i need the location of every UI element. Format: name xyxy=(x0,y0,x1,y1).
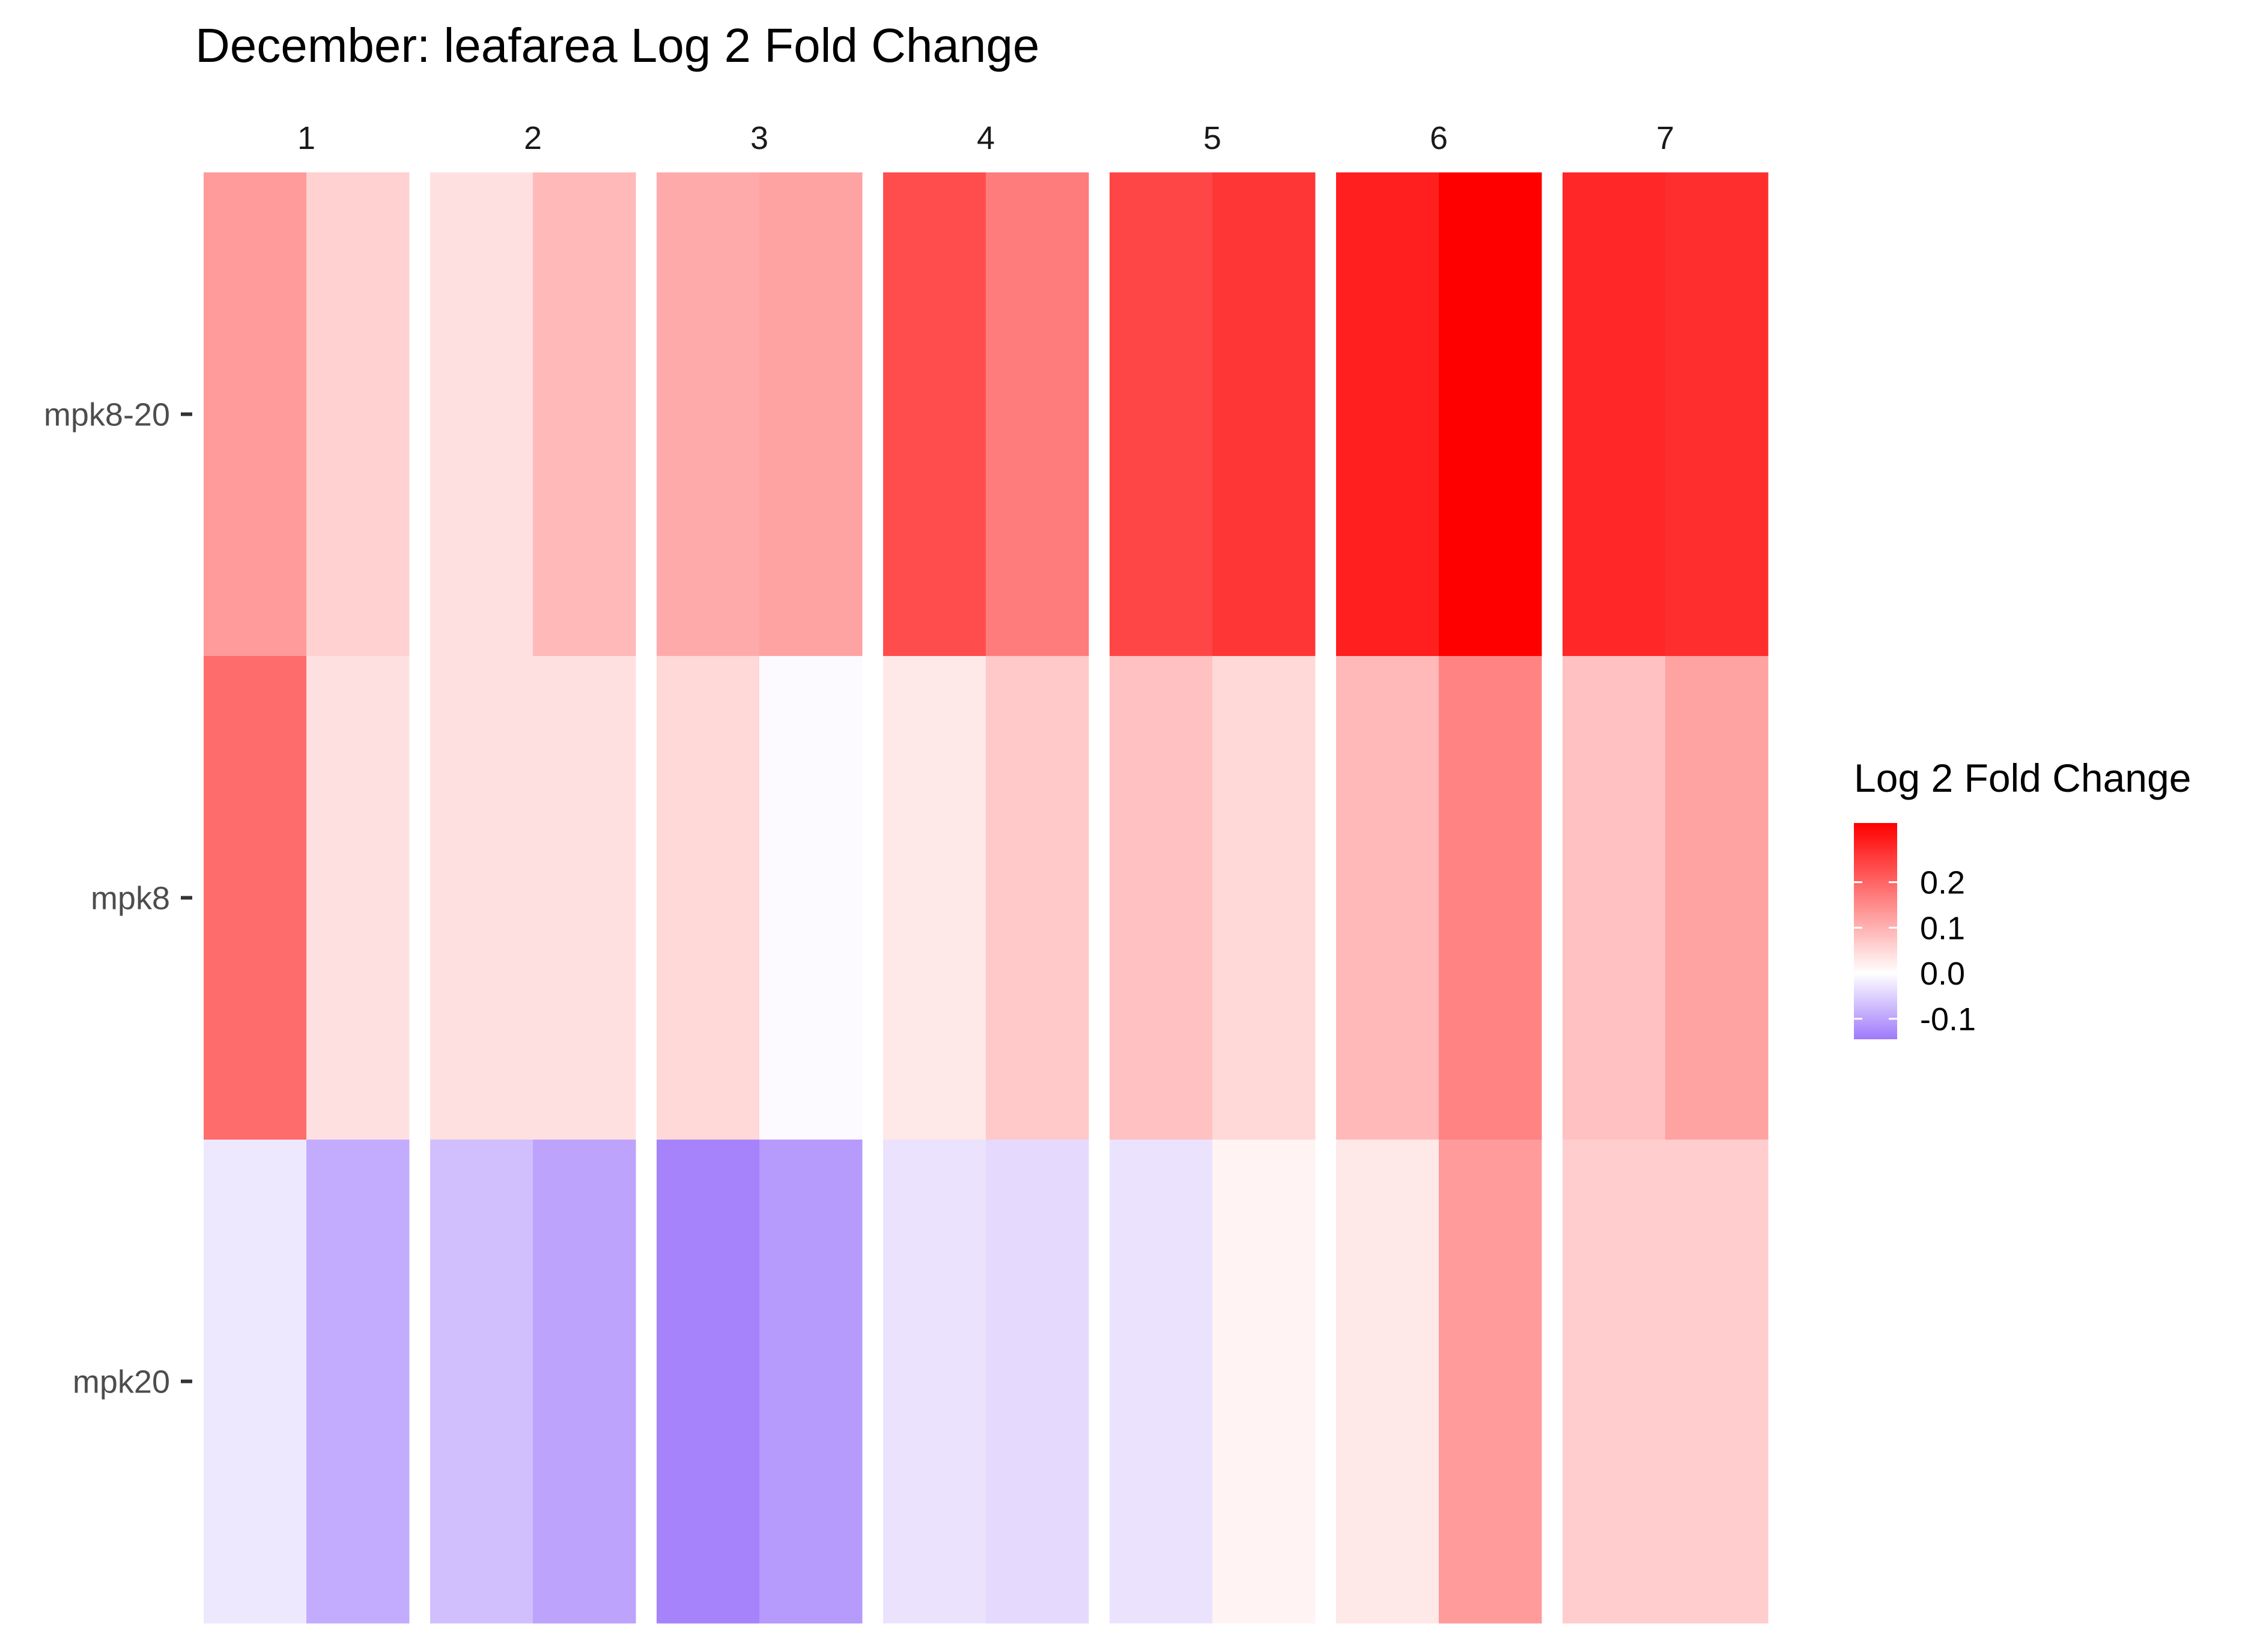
heatmap-cell-mpk20-1-2 xyxy=(306,1140,410,1624)
heatmap-cell-mpk8-20-5-1 xyxy=(1110,172,1213,657)
heatmap-cell-mpk8-20-2-1 xyxy=(430,172,533,657)
heatmap-cell-mpk8-20-7-2 xyxy=(1665,172,1769,657)
heatmap-cell-mpk8-1-1 xyxy=(204,656,307,1140)
heatmap-cell-mpk8-1-2 xyxy=(306,656,410,1140)
heatmap-cell-mpk8-20-4-2 xyxy=(986,172,1089,657)
heatmap-cell-mpk8-20-7-1 xyxy=(1563,172,1666,657)
heatmap-cell-mpk20-5-1 xyxy=(1110,1140,1213,1624)
facet-label-7: 7 xyxy=(1656,120,1674,156)
heatmap-cell-mpk8-5-1 xyxy=(1110,656,1213,1140)
heatmap-cell-mpk20-4-1 xyxy=(883,1140,986,1624)
row-labels: mpk8-20 mpk8 mpk20 xyxy=(44,397,192,1400)
heatmap-cell-mpk8-6-1 xyxy=(1336,656,1439,1140)
heatmap-cell-mpk8-3-1 xyxy=(657,656,760,1140)
heatmap-cell-mpk20-5-2 xyxy=(1212,1140,1316,1624)
heatmap-cell-mpk8-20-3-1 xyxy=(657,172,760,657)
heatmap-cell-mpk8-20-3-2 xyxy=(759,172,863,657)
heatmap-cell-mpk8-5-2 xyxy=(1212,656,1316,1140)
heatmap-cell-mpk8-2-1 xyxy=(430,656,533,1140)
legend-tick-label-0.0: 0.0 xyxy=(1920,956,1965,992)
facet-label-3: 3 xyxy=(750,120,768,156)
heatmap-cell-mpk8-20-6-1 xyxy=(1336,172,1439,657)
heatmap-cell-mpk8-20-4-1 xyxy=(883,172,986,657)
legend-title: Log 2 Fold Change xyxy=(1854,756,2191,800)
facet-label-5: 5 xyxy=(1203,120,1221,156)
legend-tick-label--0.1: -0.1 xyxy=(1920,1001,1976,1037)
heatmap-cell-mpk8-2-2 xyxy=(533,656,636,1140)
heatmap-cell-mpk8-7-2 xyxy=(1665,656,1769,1140)
heatmap-cell-mpk20-6-2 xyxy=(1439,1140,1542,1624)
heatmap-cell-mpk8-20-2-2 xyxy=(533,172,636,657)
heatmap-cell-mpk20-2-1 xyxy=(430,1140,533,1624)
heatmap-cell-mpk20-7-1 xyxy=(1563,1140,1666,1624)
heatmap-cell-mpk20-3-2 xyxy=(759,1140,863,1624)
facet-labels: 1 2 3 4 5 6 7 xyxy=(297,120,1674,156)
facet-label-6: 6 xyxy=(1430,120,1448,156)
chart-title: December: leafarea Log 2 Fold Change xyxy=(195,19,1039,72)
legend-tick-label-0.1: 0.1 xyxy=(1920,910,1965,946)
heatmap-cell-mpk20-7-2 xyxy=(1665,1140,1769,1624)
row-label-mpk8: mpk8 xyxy=(91,881,170,917)
legend-tick-label-0.2: 0.2 xyxy=(1920,865,1965,901)
heatmap-cells xyxy=(204,172,1769,1624)
heatmap-cell-mpk20-1-1 xyxy=(204,1140,307,1624)
legend-ticks: 0.2 0.1 0.0 -0.1 xyxy=(1854,865,1976,1037)
facet-label-2: 2 xyxy=(524,120,542,156)
heatmap-cell-mpk20-2-2 xyxy=(533,1140,636,1624)
heatmap-cell-mpk8-4-1 xyxy=(883,656,986,1140)
legend-colorbar xyxy=(1854,823,1897,1039)
heatmap-cell-mpk20-4-2 xyxy=(986,1140,1089,1624)
heatmap-cell-mpk8-3-2 xyxy=(759,656,863,1140)
heatmap-cell-mpk20-6-1 xyxy=(1336,1140,1439,1624)
heatmap-cell-mpk8-20-6-2 xyxy=(1439,172,1542,657)
row-label-mpk20: mpk20 xyxy=(73,1364,170,1400)
legend: Log 2 Fold Change 0.2 0.1 0.0 -0.1 xyxy=(1854,756,2191,1039)
heatmap-cell-mpk8-7-1 xyxy=(1563,656,1666,1140)
facet-label-1: 1 xyxy=(297,120,315,156)
heatmap-cell-mpk8-20-1-1 xyxy=(204,172,307,657)
heatmap-cell-mpk8-20-1-2 xyxy=(306,172,410,657)
heatmap-cell-mpk8-20-5-2 xyxy=(1212,172,1316,657)
heatmap-cell-mpk20-3-1 xyxy=(657,1140,760,1624)
heatmap-cell-mpk8-6-2 xyxy=(1439,656,1542,1140)
row-label-mpk8-20: mpk8-20 xyxy=(44,397,170,433)
facet-label-4: 4 xyxy=(977,120,995,156)
heatmap-cell-mpk8-4-2 xyxy=(986,656,1089,1140)
